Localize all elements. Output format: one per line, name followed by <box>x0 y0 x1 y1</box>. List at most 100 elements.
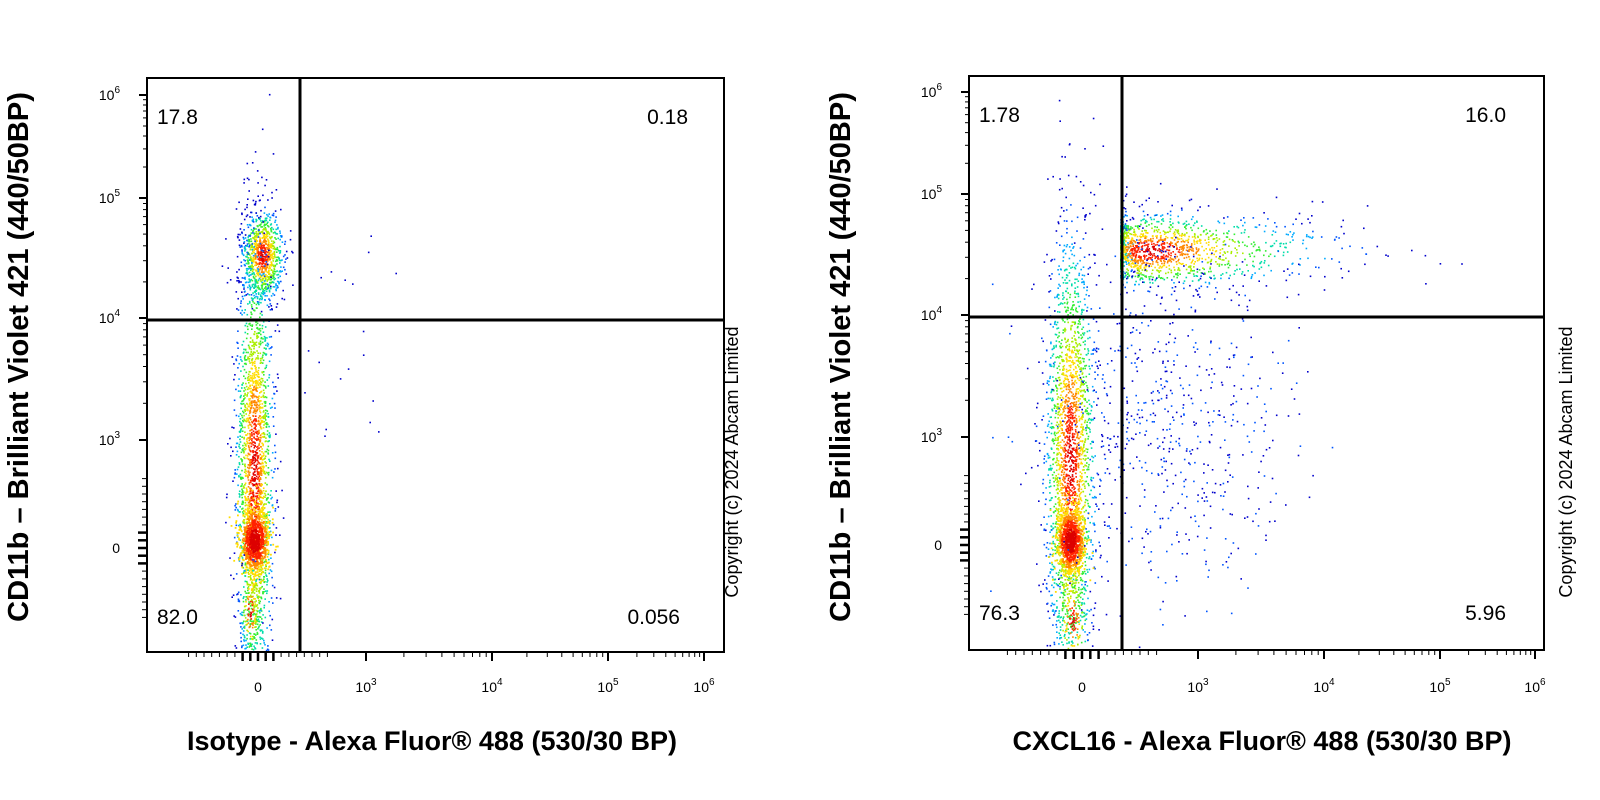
event-point <box>1129 255 1131 257</box>
event-point <box>271 476 274 479</box>
event-point <box>246 245 249 247</box>
event-point <box>258 599 260 602</box>
event-point <box>234 509 237 511</box>
event-point <box>267 278 269 281</box>
event-point <box>249 450 252 452</box>
event-point <box>1161 249 1164 252</box>
event-point <box>255 387 257 389</box>
event-point <box>256 267 259 269</box>
event-point <box>263 392 265 394</box>
event-point <box>263 576 266 578</box>
event-point <box>271 191 273 194</box>
event-point <box>249 265 252 267</box>
event-point <box>252 411 255 414</box>
event-point <box>245 563 247 565</box>
event-point <box>244 531 246 534</box>
event-point <box>1263 230 1266 233</box>
event-point <box>252 602 254 605</box>
event-point <box>249 525 252 527</box>
event-point <box>248 465 251 467</box>
event-point <box>255 544 258 547</box>
event-point <box>269 246 272 249</box>
event-point <box>237 484 239 487</box>
event-point <box>244 552 246 555</box>
event-point <box>247 614 250 617</box>
event-point <box>266 534 269 536</box>
event-point <box>261 621 263 623</box>
event-point <box>257 229 260 231</box>
event-point <box>257 234 260 236</box>
event-point <box>257 384 260 386</box>
x-tick-label: 106 <box>693 677 715 695</box>
event-point <box>262 638 264 640</box>
event-point <box>264 616 267 619</box>
event-point <box>269 494 272 496</box>
event-point <box>255 543 258 546</box>
event-point <box>1155 256 1158 258</box>
event-point <box>246 438 248 440</box>
event-point <box>247 525 250 527</box>
event-point <box>289 238 292 241</box>
event-point <box>277 276 280 279</box>
event-point <box>256 623 259 626</box>
event-point <box>252 309 255 311</box>
event-point <box>264 541 267 544</box>
event-point <box>1132 243 1134 245</box>
event-point <box>259 386 261 388</box>
event-point <box>265 440 267 442</box>
event-point <box>259 473 261 476</box>
event-point <box>252 256 254 259</box>
event-point <box>272 523 275 526</box>
event-point <box>249 267 252 270</box>
event-point <box>1151 272 1153 275</box>
event-point <box>243 456 245 459</box>
event-point <box>253 536 256 539</box>
event-point <box>251 404 253 407</box>
event-point <box>1185 268 1188 271</box>
event-point <box>256 642 258 645</box>
event-point <box>1180 246 1182 248</box>
event-point <box>253 432 255 435</box>
event-point <box>250 568 253 571</box>
event-point <box>264 547 267 550</box>
event-point <box>264 206 266 209</box>
event-point <box>1181 253 1184 256</box>
event-point <box>1192 295 1195 297</box>
event-point <box>255 564 258 567</box>
event-point <box>1198 248 1200 250</box>
event-point <box>255 332 258 335</box>
event-point <box>262 416 264 418</box>
event-point <box>237 509 239 512</box>
event-point <box>260 301 262 304</box>
event-point <box>253 423 255 426</box>
event-point <box>257 550 260 553</box>
event-point <box>253 464 256 466</box>
event-point <box>249 487 251 489</box>
event-point <box>268 289 271 292</box>
event-point <box>324 435 326 437</box>
event-point <box>238 244 241 247</box>
event-point <box>272 228 275 231</box>
event-point <box>1173 266 1175 269</box>
event-point <box>252 564 255 566</box>
event-point <box>252 540 255 543</box>
event-point <box>1173 282 1175 284</box>
event-point <box>271 496 273 499</box>
event-point <box>255 563 258 566</box>
event-point <box>236 308 238 310</box>
event-point <box>282 266 285 269</box>
event-point <box>242 548 245 551</box>
event-point <box>245 644 247 646</box>
event-point <box>263 289 266 292</box>
event-point <box>256 545 259 548</box>
event-point <box>256 516 259 519</box>
event-point <box>248 467 250 470</box>
event-point <box>249 613 252 616</box>
event-point <box>252 483 255 486</box>
event-point <box>251 648 253 650</box>
event-point <box>255 455 257 457</box>
event-point <box>254 412 257 415</box>
event-point <box>255 406 258 409</box>
event-point <box>251 262 253 264</box>
event-point <box>236 235 239 238</box>
